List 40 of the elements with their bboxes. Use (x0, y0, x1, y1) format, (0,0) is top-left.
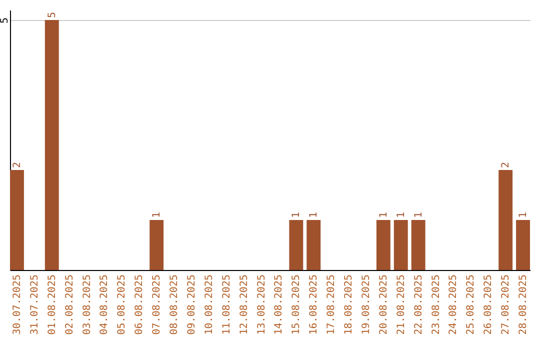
x-tick-label: 16.08.2025 (308, 274, 320, 335)
data-label: 5 (46, 12, 58, 18)
x-tick-label: 10.08.2025 (204, 274, 215, 335)
x-tick-label: 03.08.2025 (82, 274, 93, 335)
x-tick-label: 22.08.2025 (413, 274, 424, 335)
x-tick-label: 06.08.2025 (134, 274, 146, 335)
data-label: 1 (413, 212, 424, 218)
x-tick-label: 21.08.2025 (396, 274, 407, 335)
x-tick-label: 04.08.2025 (99, 274, 110, 335)
data-label: 2 (500, 162, 512, 168)
x-tick-label: 24.08.2025 (448, 274, 460, 335)
x-tick-label: 23.08.2025 (430, 274, 442, 335)
x-tick-label: 02.08.2025 (64, 274, 76, 335)
x-tick-label: 26.08.2025 (483, 274, 494, 335)
x-tick-label: 01.08.2025 (46, 274, 58, 335)
data-label: 1 (378, 212, 390, 218)
x-tick-label: 28.08.2025 (518, 274, 530, 335)
x-tick-label: 11.08.2025 (221, 274, 232, 335)
x-tick-label: 08.08.2025 (169, 274, 180, 335)
x-tick-label: 25.08.2025 (466, 274, 477, 335)
x-tick-label: 15.08.2025 (291, 274, 302, 335)
x-tick-label: 13.08.2025 (256, 274, 268, 335)
x-tick-label: 05.08.2025 (116, 274, 128, 335)
data-label: 1 (308, 212, 320, 218)
x-tick-label: 19.08.2025 (360, 274, 372, 335)
x-tick-label: 17.08.2025 (326, 274, 338, 335)
x-tick-label: 31.07.2025 (29, 274, 40, 335)
x-tick-label: 09.08.2025 (186, 274, 198, 335)
data-label: 1 (396, 212, 407, 218)
x-tick-label: 30.07.2025 (12, 274, 23, 335)
x-tick-label: 27.08.2025 (500, 274, 512, 335)
data-label: 1 (291, 212, 302, 218)
x-tick-label: 07.08.2025 (152, 274, 163, 335)
x-tick-label: 14.08.2025 (274, 274, 285, 335)
data-label: 2 (12, 162, 23, 168)
x-tick-label: 12.08.2025 (238, 274, 250, 335)
x-tick-label: 18.08.2025 (344, 274, 355, 335)
data-label: 1 (152, 212, 163, 218)
x-tick-label: 20.08.2025 (378, 274, 390, 335)
data-label: 1 (518, 212, 530, 218)
